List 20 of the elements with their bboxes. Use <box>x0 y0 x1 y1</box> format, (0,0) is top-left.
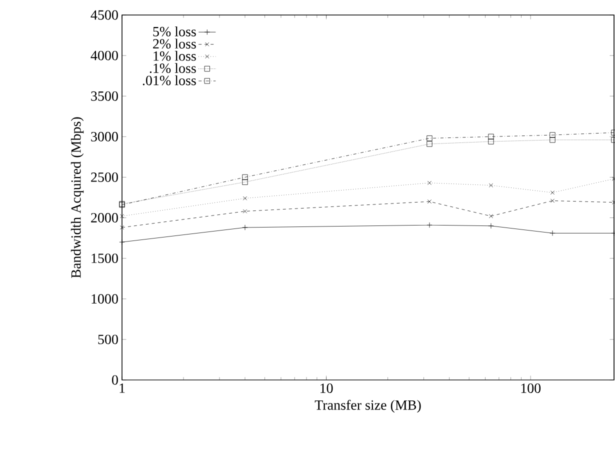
legend-label: 1% loss <box>154 50 196 61</box>
y-tick-label: 3500 <box>91 91 118 101</box>
y-tick-label: 1500 <box>92 254 118 264</box>
x-axis-title: Transfer size (MB) <box>314 400 421 413</box>
y-tick-label: 2000 <box>91 213 118 222</box>
y-tick-label: 2500 <box>91 172 118 182</box>
y-tick-label: 4500 <box>90 10 118 20</box>
y-tick-label: 0 <box>112 375 118 385</box>
x-tick-label: 100 <box>521 384 541 393</box>
y-tick-label: 4000 <box>90 50 118 60</box>
x-tick-label: 10 <box>320 384 333 393</box>
legend-label: .01% loss <box>142 75 196 86</box>
y-tick-label: 500 <box>98 334 118 344</box>
legend-label: 5% loss <box>153 26 196 36</box>
x-tick-label: 1 <box>120 384 125 393</box>
y-tick-label: 3000 <box>91 132 118 142</box>
legend-label: 2% loss <box>153 38 196 49</box>
y-axis-title: Bandwidth Acquired (Mbps) <box>70 117 84 278</box>
y-tick-label: 1000 <box>92 294 118 304</box>
legend-label: .1% loss <box>150 63 196 74</box>
